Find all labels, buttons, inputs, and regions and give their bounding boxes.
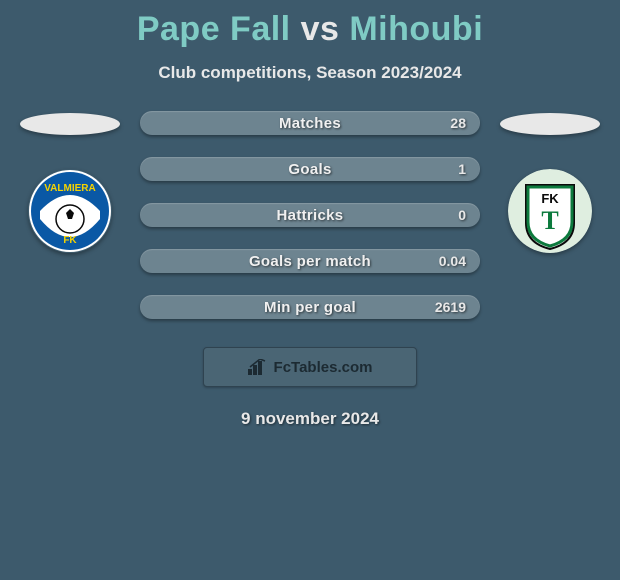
svg-text:FK: FK (63, 235, 77, 246)
stat-value: 2619 (435, 299, 466, 315)
stat-value: 1 (458, 161, 466, 177)
date: 9 november 2024 (0, 409, 620, 429)
subtitle: Club competitions, Season 2023/2024 (0, 63, 620, 83)
svg-text:VALMIERA: VALMIERA (44, 183, 95, 194)
bar-chart-icon (248, 359, 268, 375)
stat-bars: Matches 28 Goals 1 Hattricks 0 Goals per… (140, 111, 480, 319)
player2-name: Mihoubi (349, 10, 483, 48)
stat-value: 0 (458, 207, 466, 223)
comparison-title: Pape Fall vs Mihoubi (0, 0, 620, 49)
stat-value: 0.04 (439, 253, 466, 269)
right-column: FK T (500, 111, 600, 253)
stat-bar-hattricks: Hattricks 0 (140, 203, 480, 227)
fk-tukums-crest-icon: FK T (508, 169, 592, 253)
stat-label: Hattricks (277, 207, 344, 224)
valmiera-fk-crest-icon: VALMIERA FK (28, 169, 112, 253)
stat-label: Matches (279, 115, 341, 132)
player1-name: Pape Fall (137, 10, 291, 48)
left-column: VALMIERA FK (20, 111, 120, 253)
stat-bar-matches: Matches 28 (140, 111, 480, 135)
player2-silhouette (500, 113, 600, 135)
stat-bar-goals: Goals 1 (140, 157, 480, 181)
stat-label: Goals (288, 161, 331, 178)
stat-label: Goals per match (249, 253, 371, 270)
stat-value: 28 (450, 115, 466, 131)
stat-bar-goals-per-match: Goals per match 0.04 (140, 249, 480, 273)
svg-text:T: T (541, 206, 558, 235)
fctables-branding[interactable]: FcTables.com (203, 347, 417, 387)
stat-label: Min per goal (264, 299, 356, 316)
fk-tukums-crest: FK T (508, 169, 592, 253)
svg-text:FK: FK (541, 191, 559, 206)
fctables-label: FcTables.com (274, 359, 373, 376)
player1-silhouette (20, 113, 120, 135)
stats-content: VALMIERA FK Matches 28 Goals 1 Hattricks… (0, 111, 620, 319)
stat-bar-min-per-goal: Min per goal 2619 (140, 295, 480, 319)
vs-separator: vs (301, 10, 340, 48)
valmiera-fk-crest: VALMIERA FK (28, 169, 112, 253)
